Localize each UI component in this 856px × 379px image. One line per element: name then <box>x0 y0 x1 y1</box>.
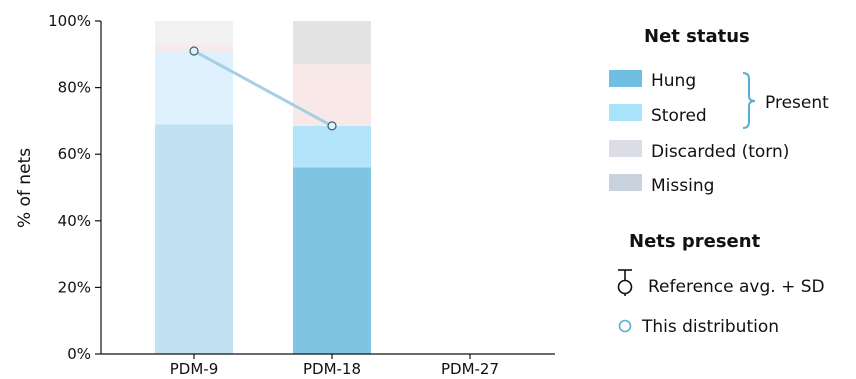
x-tick-label: PDM-27 <box>441 360 499 378</box>
y-tick-label: 0% <box>67 345 91 363</box>
y-axis-title: % of nets <box>15 148 35 228</box>
legend-label-stored: Stored <box>651 106 707 126</box>
distribution-marker-icon <box>618 319 632 333</box>
bars-group <box>155 21 371 354</box>
legend-heading-nets-present: Nets present <box>629 231 761 252</box>
legend-swatch-missing <box>609 174 642 191</box>
y-tick-label: 100% <box>48 12 91 30</box>
bar-segment-missing <box>293 21 371 65</box>
legend-swatch-discarded <box>609 140 642 157</box>
y-tick-label: 60% <box>58 145 91 163</box>
legend-label-distribution: This distribution <box>641 317 779 337</box>
legend-swatch-stored <box>609 104 642 121</box>
legend-swatch-hung <box>609 70 642 87</box>
y-ticks-group: 0% 20% 40% 60% 80% 100% <box>48 12 101 363</box>
nets-present-line <box>193 49 333 128</box>
legend-label-reference: Reference avg. + SD <box>648 277 825 297</box>
x-tick-label: PDM-18 <box>303 360 361 378</box>
bar-segment-stored <box>293 125 371 168</box>
reference-errorbar-icon <box>617 269 633 296</box>
y-tick-label: 20% <box>58 278 91 296</box>
legend-label-missing: Missing <box>651 176 714 196</box>
legend-group-label-present: Present <box>765 93 829 113</box>
bar-segment-discarded <box>293 64 371 126</box>
bar-segment-stored <box>155 50 233 125</box>
nets-present-point <box>189 46 199 56</box>
y-tick-label: 80% <box>58 79 91 97</box>
legend-label-hung: Hung <box>651 71 696 91</box>
legend-label-discarded: Discarded (torn) <box>651 142 789 162</box>
x-ticks-group: PDM-9 PDM-18 PDM-27 <box>170 354 499 378</box>
x-tick-label: PDM-9 <box>170 360 219 378</box>
nets-present-point <box>327 121 337 131</box>
bar-segment-hung <box>155 124 233 354</box>
y-tick-label: 40% <box>58 212 91 230</box>
present-bracket <box>742 72 756 129</box>
legend-heading-net-status: Net status <box>644 26 750 47</box>
nets-present-line-group <box>189 46 337 131</box>
legend: Net status Hung Stored Discarded (torn) … <box>609 26 829 337</box>
axes-group <box>100 21 555 355</box>
bar-segment-hung <box>293 167 371 354</box>
bar-segment-missing <box>155 21 233 45</box>
